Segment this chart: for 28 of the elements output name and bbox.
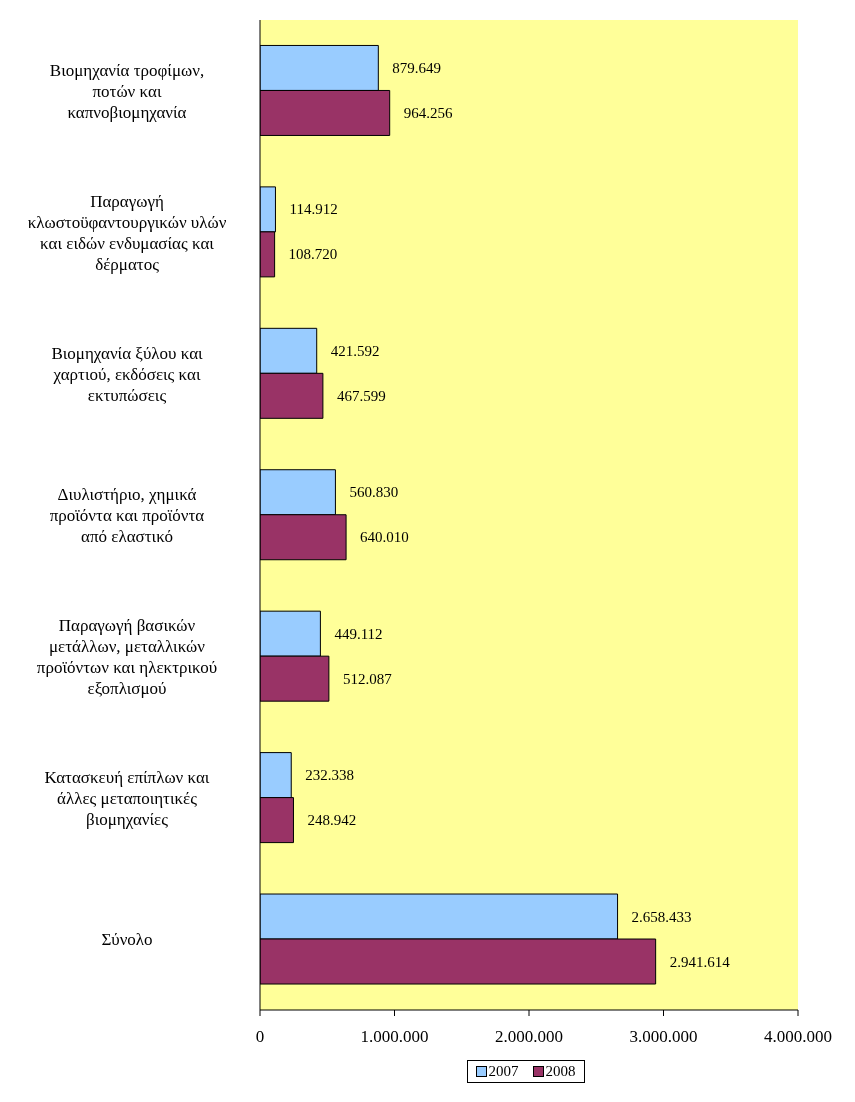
legend-label: 2007: [487, 1063, 519, 1080]
data-label: 2.658.433: [631, 908, 692, 925]
x-tick-label: 3.000.000: [629, 1027, 698, 1047]
x-tick-label: 1.000.000: [360, 1027, 429, 1047]
legend-label: 2008: [544, 1063, 576, 1080]
data-label: 108.720: [288, 246, 338, 263]
y-tick-label: Κατασκευή επίπλων και άλλες μεταποιητικές βιομηχανίες: [44, 767, 210, 829]
data-label: 114.912: [289, 201, 338, 218]
data-label: 879.649: [392, 59, 442, 76]
data-label: 2.941.614: [669, 953, 731, 970]
data-label: 248.942: [307, 812, 357, 829]
data-label: 449.112: [334, 625, 383, 642]
data-label: 560.830: [349, 484, 399, 501]
y-tick-label: Παραγωγή κλωστοϋφαντουργικών υλών και ειδών ενδυμασίας και δέρματος: [27, 191, 227, 274]
data-label: 467.599: [336, 387, 386, 404]
x-tick-label: 0: [255, 1027, 265, 1047]
y-tick-label: Διυλιστήριο, χημικά προϊόντα και προϊόντα από ελαστικό: [49, 485, 205, 546]
data-label: 512.087: [342, 670, 393, 687]
x-tick-label: 2.000.000: [495, 1027, 563, 1047]
data-label: 232.338: [305, 767, 354, 784]
y-tick-label: Παραγωγή βασικών μετάλλων, μεταλλικών προϊόντων και ηλεκτρικού εξοπλισμού: [36, 615, 218, 698]
y-tick-label: Σύνολο: [101, 930, 153, 950]
data-label: 640.010: [360, 529, 409, 546]
data-label: 421.592: [330, 342, 380, 359]
data-label: 964.256: [403, 104, 453, 121]
y-tick-label: Βιομηχανία ξύλου και χαρτιού, εκδόσεις και εκτυπώσεις: [51, 343, 204, 405]
x-tick-label: 4.000.000: [764, 1027, 832, 1047]
y-tick-label: Βιομηχανία τροφίμων, ποτών και καπνοβιομηχανία: [49, 60, 205, 122]
